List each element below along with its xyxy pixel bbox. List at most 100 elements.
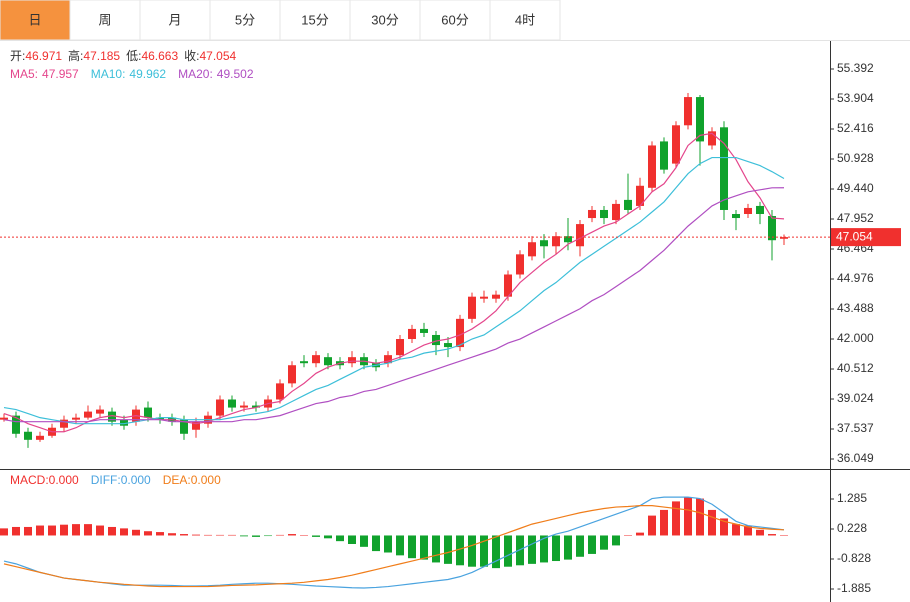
macd-bar [372,535,380,552]
legend-value: 47.957 [42,67,79,81]
candle-body [516,254,524,275]
macd-bar [60,524,68,536]
candle-body [300,361,308,364]
y-tick-label: 39.024 [837,391,874,405]
candle-body [228,399,236,408]
y-tick-label: 43.488 [837,301,874,315]
tab-label[interactable]: 月 [168,12,181,27]
tab-button[interactable] [0,0,71,41]
macd-bar [300,535,308,536]
macd-bar [588,535,596,554]
info-label: 低: [126,49,141,63]
candle-body [0,417,8,420]
macd-bar [288,534,296,536]
macd-bar [84,524,92,536]
legend-value: 49.502 [217,67,254,81]
info-value: 47.185 [83,49,120,63]
last-price-box [831,228,901,247]
legend-value: 0.000 [49,473,79,487]
candle-body [324,357,332,366]
candle-body [768,216,776,241]
y-tick-label: -0.828 [837,551,871,565]
legend-value: 0.000 [191,473,221,487]
candle-body [636,185,644,206]
macd-bar [696,498,704,536]
macd-bar [180,534,188,536]
y-tick-label: 53.904 [837,91,874,105]
candle-body [216,399,224,416]
y-tick-label: 47.952 [837,211,874,225]
macd-bar [744,525,752,536]
candle-body [744,207,752,215]
tab-label[interactable]: 5分 [235,12,255,27]
macd-bar [756,529,764,536]
candle-body [552,236,560,247]
candle-body [180,419,188,434]
macd-bar [336,535,344,542]
macd-bar [552,535,560,562]
tab-label[interactable]: 15分 [301,12,328,27]
legend-label: MACD: [10,473,49,487]
y-tick-label: 37.537 [837,421,874,435]
macd-bar [708,509,716,536]
candle-body [276,383,284,400]
macd-bar [384,535,392,553]
candle-body [144,407,152,418]
macd-bar [240,535,248,537]
candle-body [660,141,668,170]
candle-body [732,214,740,219]
y-tick-label: 36.049 [837,451,874,465]
macd-bar [252,535,260,537]
macd-bar [132,529,140,536]
macd-bar [624,535,632,536]
macd-bar [648,515,656,536]
candle-body [408,328,416,340]
macd-bar [492,535,500,569]
plot-area: 55.39253.90452.41650.92849.44047.95246.4… [0,48,901,595]
y-tick-label: 55.392 [837,61,874,75]
y-tick-label: 50.928 [837,151,874,165]
macd-bar [420,535,428,560]
candle-body [480,296,488,299]
candle-body [84,411,92,418]
tab-label[interactable]: 60分 [441,12,468,27]
macd-bar [444,535,452,564]
candle-body [24,431,32,440]
macd-bar [636,532,644,536]
tab-button[interactable] [489,0,561,41]
candle-body [396,339,404,356]
macd-bar [108,526,116,536]
candle-body [120,419,128,426]
candle-body [696,97,704,142]
info-label: 开: [10,49,25,63]
candle-body [780,237,788,239]
tab-button[interactable] [279,0,351,41]
macd-bar [204,534,212,536]
legend-label: DEA: [163,473,191,487]
macd-bar [600,535,608,550]
info-label: 高: [68,48,83,63]
candle-body [648,145,656,188]
tab-label[interactable]: 4时 [515,12,535,27]
ma-line [3,156,785,425]
macd-bar [24,526,32,536]
candle-body [624,199,632,210]
y-tick-label: 40.512 [837,361,874,375]
macd-bar [48,525,56,536]
tab-label[interactable]: 日 [28,12,41,27]
tab-button[interactable] [139,0,211,41]
tab-bar: 日 周 月 5分 15分 30分 60分 4时 [0,0,561,41]
macd-bar [408,535,416,559]
macd-bar [120,528,128,536]
tab-label[interactable]: 30分 [371,12,398,27]
candle-body [288,365,296,384]
tab-label[interactable]: 周 [98,12,111,27]
macd-bar [516,535,524,566]
candle-body [12,415,20,434]
macd-bar [768,534,776,536]
macd-bar [276,534,284,536]
macd-bar [432,535,440,563]
macd-bar [12,526,20,536]
legend-label: MA20: [178,67,213,81]
